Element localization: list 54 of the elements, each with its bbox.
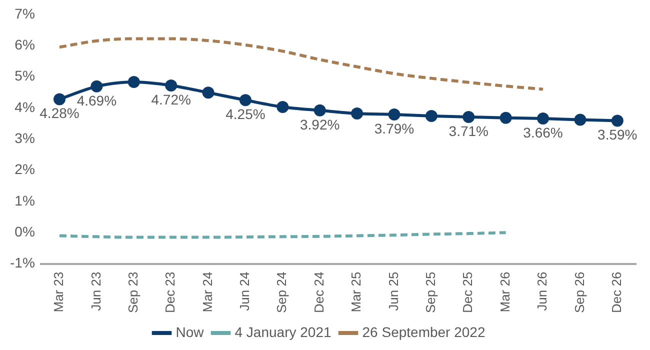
data-label: 3.59% xyxy=(598,126,638,143)
data-label: 3.92% xyxy=(300,116,340,132)
y-tick-label: 6% xyxy=(14,36,35,52)
y-tick-label: 5% xyxy=(14,68,35,84)
line-series xyxy=(58,37,545,91)
y-tick-label: 4% xyxy=(14,98,35,115)
x-tick-label: Sep 24 xyxy=(274,272,290,313)
x-tick-label: Mar 24 xyxy=(200,272,215,312)
x-tick-label: Mar 26 xyxy=(497,272,512,312)
y-tick-label: 1% xyxy=(14,192,35,208)
y-tick-label: 7% xyxy=(14,5,35,22)
x-tick-label: Sep 26 xyxy=(572,272,587,313)
x-tick-label: Sep 25 xyxy=(423,272,438,313)
legend-label: Now xyxy=(176,324,205,340)
x-tick-label: Mar 25 xyxy=(348,272,364,312)
data-label: 3.79% xyxy=(374,120,414,136)
data-label: 4.72% xyxy=(151,91,191,108)
point xyxy=(276,100,289,113)
point xyxy=(202,86,214,99)
x-tick-label: Jun 24 xyxy=(237,272,252,311)
point xyxy=(128,76,140,88)
data-label: 4.28% xyxy=(40,105,80,122)
legend-label: 4 January 2021 xyxy=(234,324,332,340)
y-tick-label: -1% xyxy=(10,254,35,271)
point xyxy=(425,110,438,122)
point xyxy=(165,79,178,92)
point xyxy=(314,104,326,116)
point xyxy=(53,93,66,106)
x-tick-label: Dec 24 xyxy=(311,272,326,313)
point xyxy=(500,112,512,124)
data-label: 3.66% xyxy=(523,124,563,140)
y-tick-label: 3% xyxy=(14,130,35,146)
point xyxy=(462,110,475,123)
y-tick-label: 0% xyxy=(14,223,35,240)
data-label: 4.69% xyxy=(76,92,117,108)
x-tick-label: Dec 25 xyxy=(460,272,476,313)
data-label: 4.25% xyxy=(226,106,266,122)
point xyxy=(351,108,364,120)
y-tick-label: 2% xyxy=(14,161,35,178)
x-tick-label: Dec 23 xyxy=(162,272,178,313)
x-tick-label: Dec 26 xyxy=(608,272,624,313)
x-tick-label: Sep 23 xyxy=(125,272,140,313)
data-label: 3.71% xyxy=(448,122,488,139)
point xyxy=(537,112,550,125)
point xyxy=(239,94,252,106)
point xyxy=(388,108,400,120)
legend-label: 26 September 2022 xyxy=(362,324,486,340)
x-tick-label: Mar 23 xyxy=(51,272,66,312)
point xyxy=(574,114,586,126)
x-tick-label: Jun 25 xyxy=(386,272,401,311)
x-tick-label: Jun 23 xyxy=(88,272,104,311)
point xyxy=(90,80,103,92)
point xyxy=(611,114,624,127)
x-tick-label: Jun 26 xyxy=(534,272,550,311)
